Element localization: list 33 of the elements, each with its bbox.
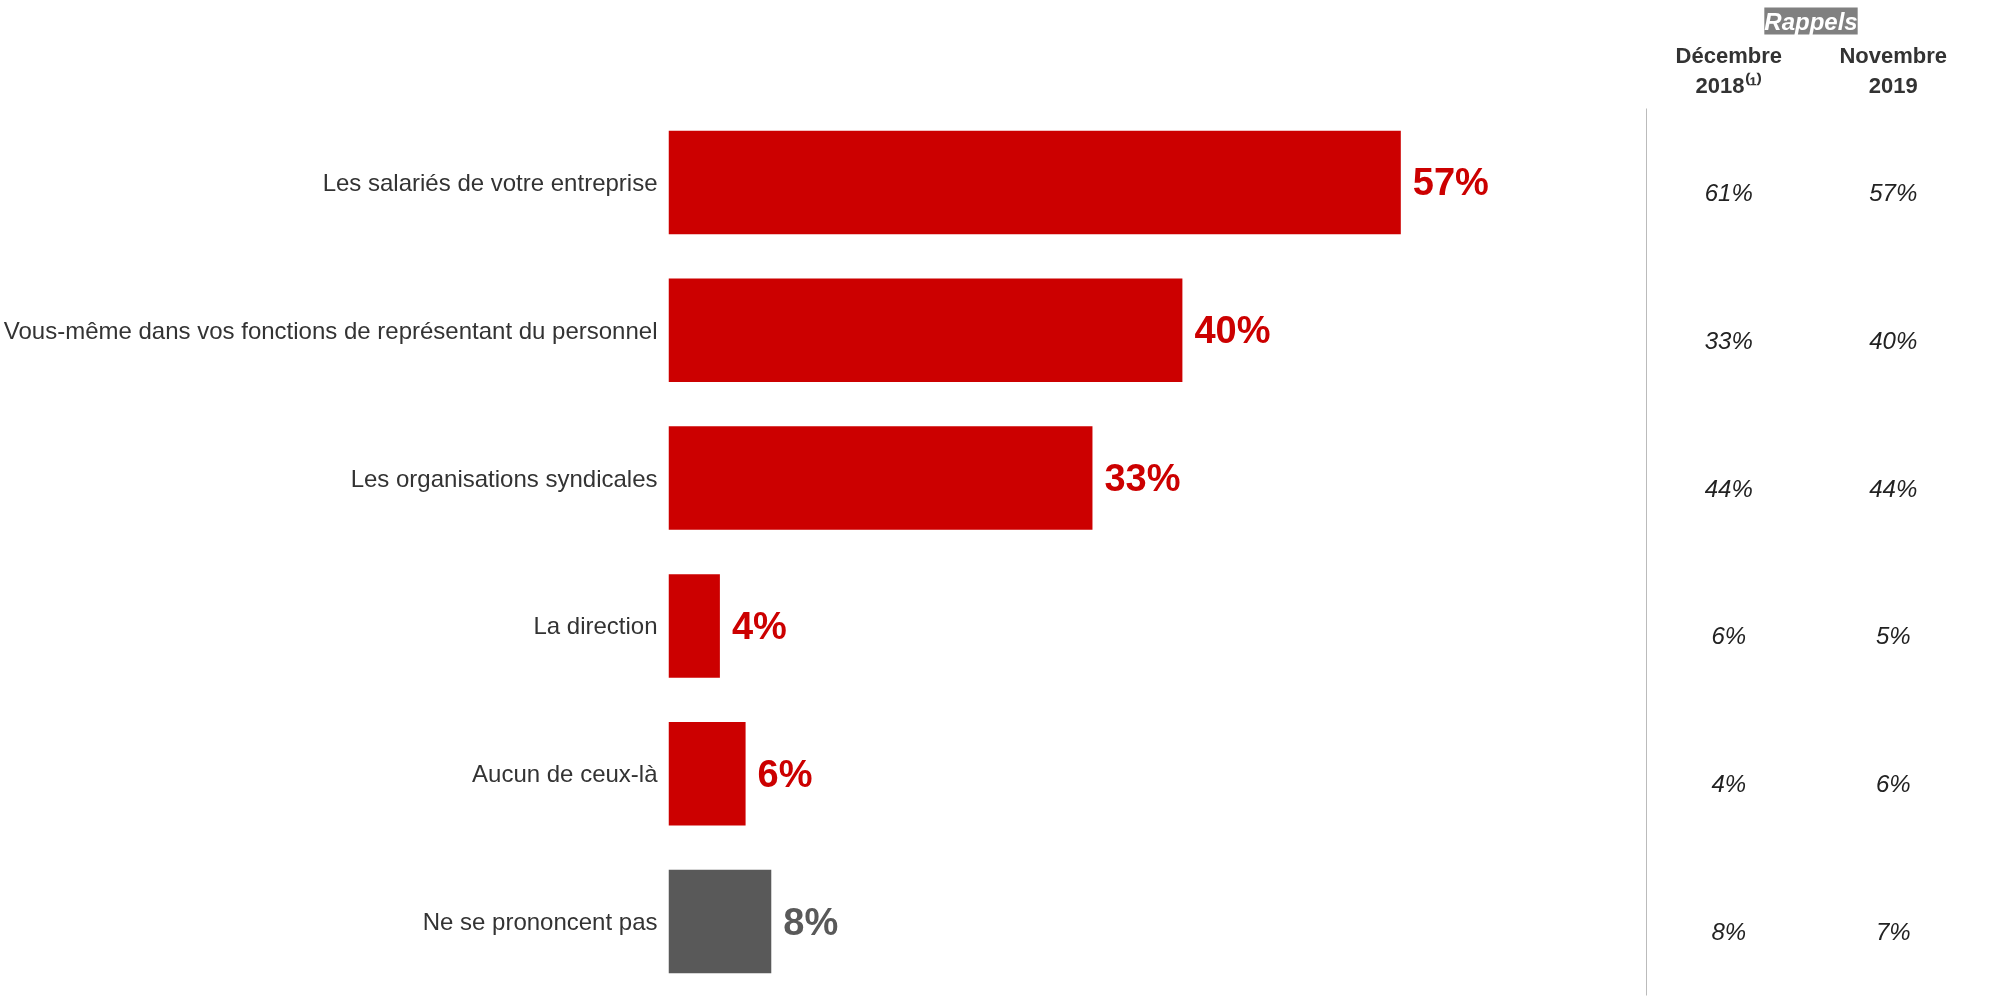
bar [668,426,1093,530]
text: 44% [1704,474,1753,502]
data-label: 40% [1194,309,1271,352]
text: 8% [1711,918,1747,946]
data-label: 8% [783,900,839,943]
category-label: Novembre 2019 [1839,42,1948,98]
text: 61% [1704,178,1753,206]
bar [668,574,720,678]
data-label: 4% [731,604,787,647]
y-tick-label: Les salariés de votre entreprise [322,168,658,196]
text: 6% [1711,622,1747,650]
y-tick-label: Vous-même dans vos fonctions de représentant du personnel [3,316,658,344]
bar [668,869,772,974]
y-tick-label: Ne se prononcent pas [422,908,658,936]
bar [668,130,1401,235]
text: 5% [1875,622,1911,650]
text: 40% [1869,326,1918,354]
data-label: 33% [1104,457,1181,500]
bar [668,278,1183,382]
category-label: Décembre 2018⁽¹⁾ [1675,42,1782,98]
data-label: 6% [757,752,813,795]
y-tick-label: Les organisations syndicales [350,464,658,492]
data-label: 57% [1412,161,1489,204]
text: 6% [1875,770,1911,798]
text: 7% [1875,918,1911,946]
text: 4% [1711,770,1747,798]
text: 57% [1869,178,1918,206]
text: 44% [1869,474,1918,502]
text: Rappels [1764,7,1858,35]
y-tick-label: Aucun de ceux-là [472,760,659,788]
text: 33% [1704,326,1753,354]
y-tick-label: La direction [533,612,658,640]
bar [668,722,746,826]
